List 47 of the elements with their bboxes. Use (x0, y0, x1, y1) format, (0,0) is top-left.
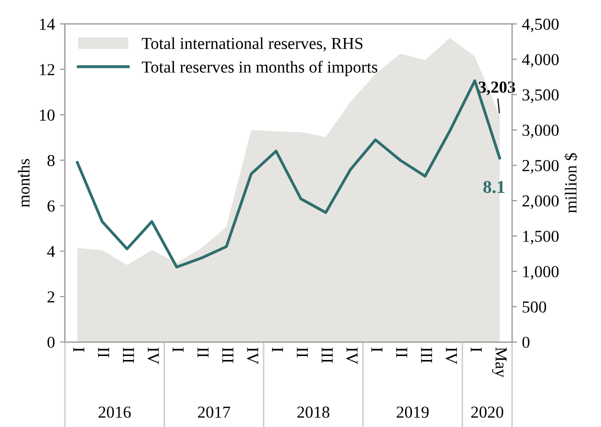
x-tick-label: May (492, 347, 507, 378)
y2-tick-label: 3,000 (522, 124, 559, 138)
legend-label: Total international reserves, RHS (142, 37, 362, 52)
x-tick-label: III (421, 347, 432, 363)
y-axis-title: months (18, 159, 30, 208)
x-tick-label: II (396, 347, 408, 358)
x-tick-label: I (470, 347, 482, 352)
x-tick-label: IV (246, 347, 258, 364)
x-tick-label: II (198, 347, 208, 358)
x-tick-label: II (98, 347, 110, 358)
y2-tick-label: 1,500 (523, 230, 559, 244)
x-tick-label: IV (346, 347, 358, 364)
y2-tick-label: 3,500 (522, 89, 559, 103)
y2-tick-label: 0 (522, 336, 530, 348)
y2-tick-label: 2,000 (522, 195, 559, 209)
y2-tick-label: 1,000 (523, 266, 559, 280)
x-tick-label: I (371, 347, 382, 352)
x-tick-label: I (73, 347, 84, 352)
legend-label: Total reserves in months of imports (142, 60, 378, 76)
y2-axis-title: million $ (564, 153, 578, 213)
y2-tick-label: 4,000 (522, 54, 559, 68)
x-tick-label: I (272, 347, 283, 352)
data-label: 3,203 (478, 82, 516, 96)
x-tick-label: III (222, 347, 234, 363)
x-tick-label: IV (446, 347, 457, 364)
y2-tick-label: 500 (522, 301, 546, 313)
text: 2020 (471, 406, 504, 418)
y-tick-label: 10 (40, 110, 55, 121)
y-tick-label: 2 (48, 291, 54, 302)
text: 2019 (396, 406, 429, 418)
text: 2017 (198, 406, 230, 418)
data-label: 8.1 (483, 180, 504, 194)
y-tick-label: 8 (47, 154, 55, 166)
x-tick-label: III (123, 347, 134, 363)
text: 2016 (98, 406, 131, 418)
x-tick-label: III (322, 347, 333, 363)
text: 2018 (297, 406, 330, 418)
y2-tick-label: 2,500 (522, 160, 559, 174)
y-tick-label: 12 (40, 64, 54, 76)
x-tick-label: I (172, 347, 184, 352)
x-tick-label: II (296, 347, 308, 358)
y-tick-label: 4 (47, 246, 55, 257)
y-tick-label: 14 (40, 18, 55, 30)
x-tick-label: IV (148, 347, 159, 364)
y2-tick-label: 4,500 (522, 18, 559, 32)
y-tick-label: 0 (47, 336, 55, 348)
y-tick-label: 6 (48, 200, 55, 212)
